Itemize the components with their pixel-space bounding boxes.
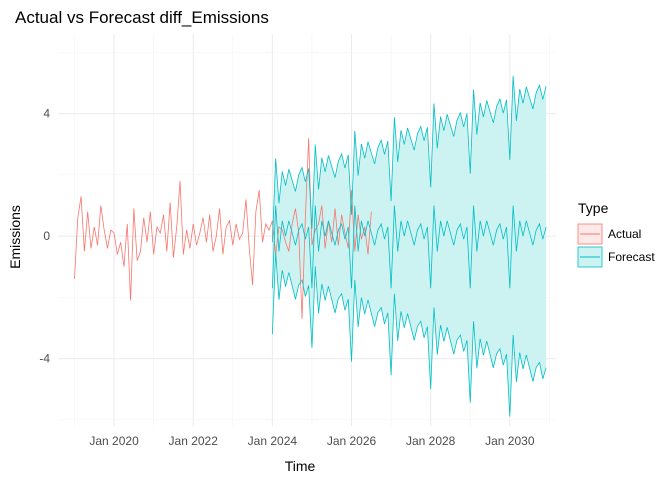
forecast-interval — [272, 76, 547, 417]
actual-line — [74, 138, 372, 319]
forecast-upper-line — [271, 76, 547, 243]
x-tick-label: Jan 2022 — [169, 434, 219, 448]
legend-item-actual: Actual — [577, 223, 641, 245]
y-tick-label: 4 — [43, 107, 50, 121]
x-tick-labels: Jan 2020 Jan 2022 Jan 2024 Jan 2026 Jan 2028… — [89, 434, 534, 448]
y-tick-label: 0 — [43, 229, 50, 243]
forecast-lower-line — [271, 252, 547, 417]
legend-label-forecast: Forecast — [608, 250, 655, 264]
forecast-mean-line — [271, 205, 547, 289]
legend-label-actual: Actual — [608, 227, 641, 241]
forecast-interval-band — [272, 76, 547, 417]
legend-item-forecast: Forecast — [577, 246, 655, 268]
x-axis-label: Time — [285, 458, 316, 474]
x-tick-label: Jan 2024 — [248, 434, 298, 448]
legend-title: Type — [578, 200, 609, 216]
legend: Type Actual Forecast — [577, 200, 655, 268]
x-tick-label: Jan 2028 — [406, 434, 456, 448]
x-tick-label: Jan 2030 — [485, 434, 535, 448]
chart-title: Actual vs Forecast diff_Emissions — [15, 8, 269, 27]
y-tick-labels: -4 0 4 — [39, 107, 50, 366]
y-tick-label: -4 — [39, 352, 50, 366]
series-lines — [74, 76, 547, 417]
y-axis-label: Emissions — [7, 205, 23, 269]
x-tick-label: Jan 2020 — [89, 434, 139, 448]
x-tick-label: Jan 2026 — [327, 434, 377, 448]
